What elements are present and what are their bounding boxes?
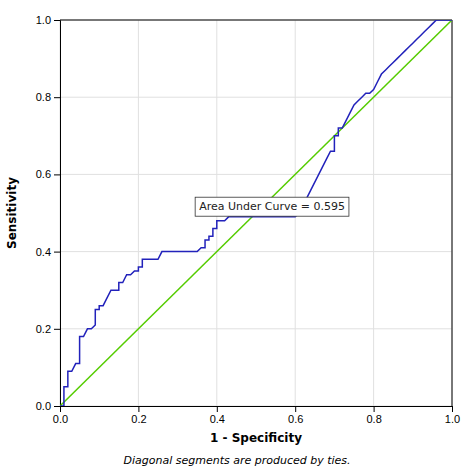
y-axis-tick-label: 0.4 [36, 246, 51, 258]
x-axis: 0.0 0.2 0.4 0.6 0.8 1.0 [53, 406, 460, 425]
grid-line-y [60, 97, 452, 98]
y-axis-tick-mark [54, 97, 60, 98]
x-axis-tick-label: 0.4 [210, 413, 225, 425]
y-axis: 0.0 0.2 0.4 0.6 0.8 1.0 [36, 14, 61, 412]
grid-line-y [60, 328, 452, 329]
y-axis-tick-label: 0.6 [36, 168, 51, 180]
x-axis-title: 1 - Specificity [210, 431, 302, 445]
x-axis-tick-mark [138, 406, 139, 412]
y-axis-tick-label: 0.0 [36, 400, 51, 412]
x-axis-tick: 0.4 [210, 406, 225, 425]
annotation-box [195, 197, 349, 216]
x-axis-tick: 0.0 [53, 406, 68, 425]
y-axis-tick-mark [54, 252, 60, 253]
footnote: Diagonal segments are produced by ties. [123, 454, 350, 467]
grid-line-y [60, 251, 452, 252]
y-axis-title: Sensitivity [5, 177, 19, 249]
y-axis-tick-mark [54, 329, 60, 330]
x-axis-tick-label: 0.0 [53, 413, 68, 425]
x-axis-tick: 0.2 [131, 406, 146, 425]
annotation-text: Area Under Curve = 0.595 [199, 200, 345, 213]
y-axis-tick: 0.2 [36, 323, 60, 335]
x-axis-tick-label: 0.2 [131, 413, 146, 425]
chart: 0.0 0.2 0.4 0.6 0.8 1.0 0.0 0.2 0.4 0.6 0.8 1.0 Area… [0, 0, 474, 474]
y-axis-tick-mark [54, 174, 60, 175]
grid-line-y [60, 20, 452, 21]
series-line [60, 20, 452, 406]
grid-line-x [138, 20, 139, 406]
x-axis-tick-mark [452, 406, 453, 412]
grid-line-y [60, 174, 452, 175]
chart-container: 0.0 0.2 0.4 0.6 0.8 1.0 0.0 0.2 0.4 0.6 0.8 1.0 Area… [0, 0, 474, 474]
x-axis-tick-mark [295, 406, 296, 412]
x-axis-tick: 1.0 [445, 406, 460, 425]
y-axis-tick-mark [54, 406, 60, 407]
y-axis-tick: 0.8 [36, 91, 60, 103]
plot: 0.0 0.2 0.4 0.6 0.8 1.0 0.0 0.2 0.4 0.6 0.8 1.0 Area… [36, 14, 460, 425]
y-axis-tick: 0.4 [36, 246, 60, 258]
x-axis-tick-label: 1.0 [445, 413, 460, 425]
y-axis-tick: 1.0 [36, 14, 60, 26]
y-axis-tick-label: 0.8 [36, 91, 51, 103]
y-axis-tick-mark [54, 20, 60, 21]
x-axis-tick-mark [374, 406, 375, 412]
x-axis-tick: 0.8 [366, 406, 381, 425]
frame-top [60, 20, 452, 21]
y-axis-tick: 0.0 [36, 400, 60, 412]
x-axis-domain [61, 407, 453, 413]
annotation: Area Under Curve = 0.595 [195, 197, 349, 216]
annotations: Area Under Curve = 0.595 [195, 197, 349, 216]
x-axis-tick-label: 0.8 [366, 413, 381, 425]
y-axis-domain [54, 21, 61, 407]
y-axis-tick: 0.6 [36, 168, 60, 180]
grid-line-x [452, 20, 453, 406]
grid-line-x [373, 20, 374, 406]
x-axis-tick-mark [217, 406, 218, 412]
marks [60, 20, 452, 406]
y-axis-tick-label: 1.0 [36, 14, 51, 26]
x-axis-tick: 0.6 [288, 406, 303, 425]
frame-right [452, 20, 453, 406]
x-axis-tick-label: 0.6 [288, 413, 303, 425]
y-axis-tick-label: 0.2 [36, 323, 51, 335]
grid [60, 20, 452, 406]
series-line [60, 20, 452, 406]
